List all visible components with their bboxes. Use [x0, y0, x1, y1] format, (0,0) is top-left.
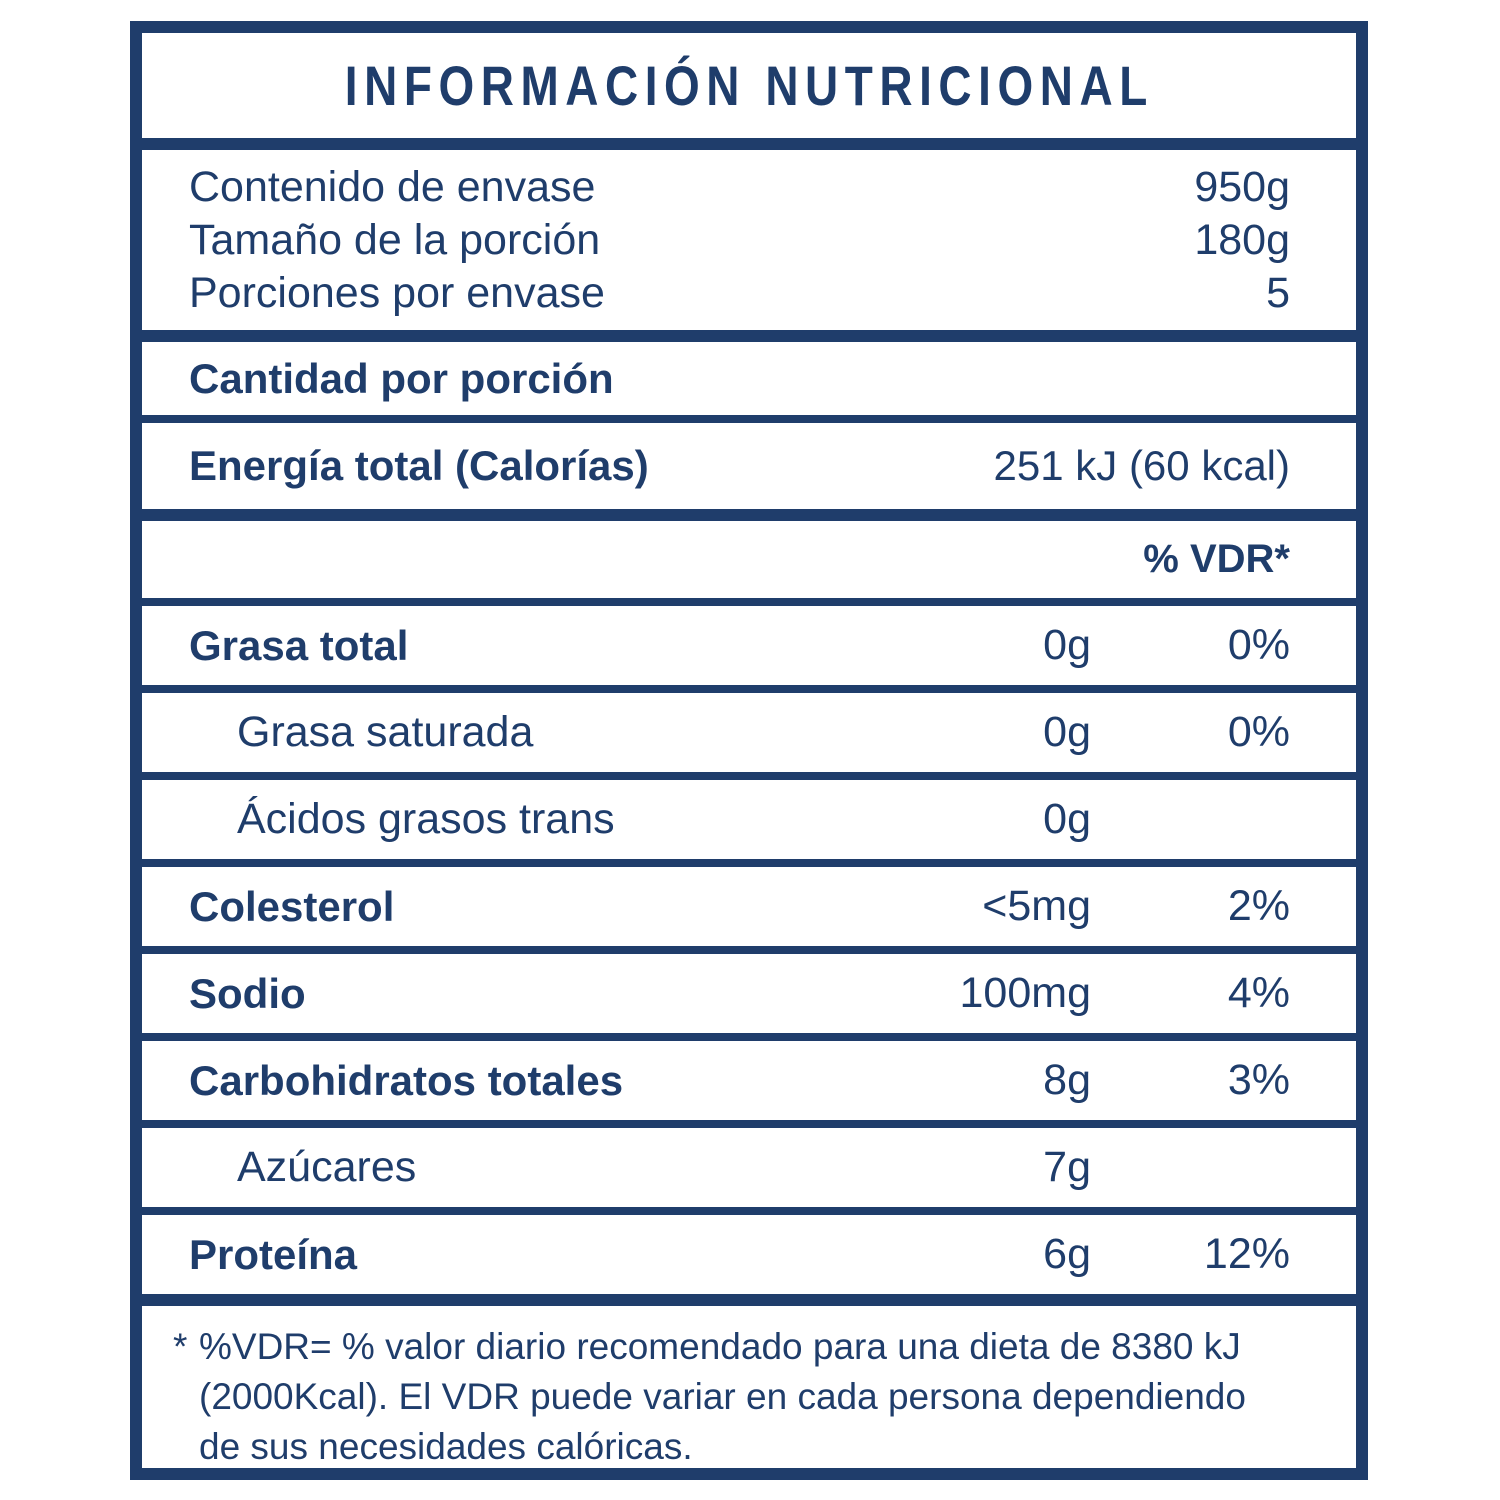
nutrient-vdr: 2% [1227, 882, 1290, 930]
nutrient-name: Carbohidratos totales [189, 1056, 624, 1104]
package-content-label: Contenido de envase [189, 162, 596, 211]
row-divider [142, 772, 1356, 780]
servings-per-package-value: 5 [1266, 268, 1290, 317]
nutrient-row-sugars: Azúcares 7g [142, 1128, 1356, 1207]
nutrient-name: Sodio [189, 969, 306, 1017]
serving-size-label: Tamaño de la porción [189, 215, 601, 264]
row-divider [142, 1120, 1356, 1128]
footnote-line: de sus necesidades calóricas. [199, 1426, 693, 1467]
vdr-header-row: % VDR* [142, 521, 1356, 598]
nutrient-amount: <5mg [982, 882, 1091, 930]
nutrient-name: Grasa total [189, 621, 409, 669]
package-info-row: Tamaño de la porción 180g [189, 214, 1290, 267]
nutrient-amount: 0g [1043, 795, 1091, 843]
per-serving-header-row: Cantidad por porción [142, 342, 1356, 415]
nutrient-amount: 8g [1043, 1056, 1091, 1104]
package-info-row: Contenido de envase 950g [189, 161, 1290, 214]
nutrient-row-sodium: Sodio 100mg 4% [142, 954, 1356, 1033]
nutrient-row-trans-fat: Ácidos grasos trans 0g [142, 780, 1356, 859]
row-divider [142, 685, 1356, 693]
nutrient-name: Colesterol [189, 882, 395, 930]
nutrient-row-saturated-fat: Grasa saturada 0g 0% [142, 693, 1356, 772]
nutrient-row-total-carbs: Carbohidratos totales 8g 3% [142, 1041, 1356, 1120]
footnote-section: * %VDR= % valor diario recomendado para … [142, 1306, 1356, 1472]
nutrient-vdr: 0% [1227, 621, 1290, 669]
energy-value: 251 kJ (60 kcal) [993, 442, 1290, 489]
nutrient-vdr: 4% [1227, 969, 1290, 1017]
section-divider [142, 330, 1356, 342]
servings-per-package-label: Porciones por envase [189, 268, 605, 317]
nutrient-row-total-fat: Grasa total 0g 0% [142, 606, 1356, 685]
footnote-asterisk: * [173, 1326, 188, 1367]
vdr-column-header: % VDR* [1143, 537, 1290, 581]
row-divider [142, 598, 1356, 606]
energy-row: Energía total (Calorías) 251 kJ (60 kcal… [142, 423, 1356, 509]
footnote-line: %VDR= % valor diario recomendado para un… [199, 1326, 1241, 1367]
nutrient-vdr: 3% [1227, 1056, 1290, 1104]
nutrient-name: Azúcares [237, 1143, 417, 1191]
package-info-section: Contenido de envase 950g Tamaño de la po… [142, 150, 1356, 330]
label-header: INFORMACIÓN NUTRICIONAL [142, 33, 1356, 138]
section-divider [142, 138, 1356, 150]
nutrient-amount: 0g [1043, 621, 1091, 669]
serving-size-value: 180g [1194, 215, 1290, 264]
row-divider [142, 1207, 1356, 1215]
nutrient-name: Grasa saturada [237, 708, 534, 756]
nutrient-amount: 0g [1043, 708, 1091, 756]
row-divider [142, 1033, 1356, 1041]
row-divider [142, 859, 1356, 867]
section-divider [142, 509, 1356, 521]
nutrient-amount: 100mg [959, 969, 1091, 1017]
package-content-value: 950g [1194, 162, 1290, 211]
nutrient-vdr: 0% [1227, 708, 1290, 756]
nutrient-amount: 6g [1043, 1230, 1091, 1278]
nutrient-row-cholesterol: Colesterol <5mg 2% [142, 867, 1356, 946]
energy-label: Energía total (Calorías) [189, 442, 649, 489]
label-title: INFORMACIÓN NUTRICIONAL [344, 54, 1154, 117]
nutrient-name: Ácidos grasos trans [237, 795, 615, 843]
nutrition-label: INFORMACIÓN NUTRICIONAL Contenido de env… [130, 21, 1368, 1480]
nutrient-amount: 7g [1043, 1143, 1091, 1191]
per-serving-header: Cantidad por porción [189, 354, 614, 402]
section-divider [142, 1294, 1356, 1306]
row-divider [142, 946, 1356, 954]
nutrient-row-protein: Proteína 6g 12% [142, 1215, 1356, 1294]
footnote-line: (2000Kcal). El VDR puede variar en cada … [199, 1376, 1246, 1417]
footnote-text: %VDR= % valor diario recomendado para un… [199, 1322, 1318, 1472]
package-info-row: Porciones por envase 5 [189, 267, 1290, 320]
nutrient-name: Proteína [189, 1230, 358, 1278]
nutrient-vdr: 12% [1203, 1230, 1290, 1278]
row-divider [142, 415, 1356, 423]
